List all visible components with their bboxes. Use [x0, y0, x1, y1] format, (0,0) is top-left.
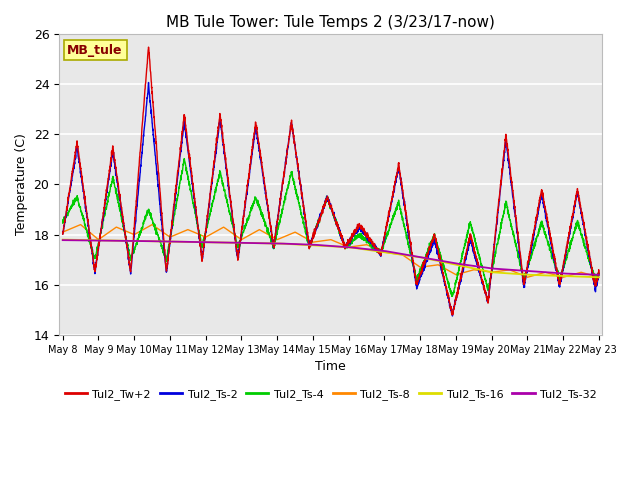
Tul2_Ts-8 — [527, 274, 534, 279]
Tul2_Tw+2 — [265, 208, 273, 214]
Legend: Tul2_Tw+2, Tul2_Ts-2, Tul2_Ts-4, Tul2_Ts-8, Tul2_Ts-16, Tul2_Ts-32: Tul2_Tw+2, Tul2_Ts-2, Tul2_Ts-4, Tul2_Ts… — [60, 385, 602, 405]
Tul2_Ts-2 — [152, 161, 160, 167]
Tul2_Ts-4 — [59, 220, 67, 226]
Y-axis label: Temperature (C): Temperature (C) — [15, 133, 28, 235]
Tul2_Ts-32 — [595, 272, 603, 277]
Tul2_Ts-32 — [152, 239, 159, 244]
Tul2_Ts-8 — [120, 228, 128, 233]
Tul2_Ts-8 — [77, 222, 84, 228]
Tul2_Ts-4 — [265, 231, 273, 237]
Tul2_Ts-16 — [288, 241, 296, 247]
Tul2_Ts-4 — [288, 170, 296, 176]
Title: MB Tule Tower: Tule Temps 2 (3/23/17-now): MB Tule Tower: Tule Temps 2 (3/23/17-now… — [166, 15, 495, 30]
Tul2_Ts-2 — [288, 121, 296, 127]
Line: Tul2_Ts-4: Tul2_Ts-4 — [63, 158, 599, 296]
Tul2_Ts-32 — [527, 268, 534, 274]
Tul2_Ts-4 — [527, 252, 535, 258]
Tul2_Tw+2 — [527, 243, 535, 249]
Tul2_Tw+2 — [152, 136, 160, 142]
Line: Tul2_Ts-16: Tul2_Ts-16 — [63, 240, 599, 277]
Tul2_Ts-16 — [59, 237, 67, 242]
Tul2_Tw+2 — [595, 270, 603, 276]
Tul2_Ts-2 — [59, 231, 67, 237]
Tul2_Ts-8 — [265, 232, 273, 238]
X-axis label: Time: Time — [316, 360, 346, 373]
Tul2_Ts-2 — [120, 222, 128, 228]
Tul2_Ts-2 — [145, 80, 152, 85]
Tul2_Tw+2 — [59, 231, 67, 237]
Tul2_Ts-4 — [585, 257, 593, 263]
Line: Tul2_Tw+2: Tul2_Tw+2 — [63, 47, 599, 315]
Tul2_Ts-4 — [595, 271, 603, 276]
Tul2_Ts-32 — [288, 241, 296, 247]
Line: Tul2_Ts-8: Tul2_Ts-8 — [63, 225, 599, 277]
Text: MB_tule: MB_tule — [67, 44, 123, 57]
Tul2_Ts-4 — [448, 293, 456, 299]
Tul2_Ts-32 — [264, 240, 272, 246]
Tul2_Ts-32 — [584, 272, 592, 277]
Tul2_Ts-2 — [527, 250, 535, 255]
Tul2_Ts-16 — [595, 275, 603, 280]
Tul2_Ts-2 — [595, 271, 603, 277]
Tul2_Ts-16 — [120, 238, 128, 243]
Tul2_Ts-2 — [585, 249, 593, 254]
Line: Tul2_Ts-32: Tul2_Ts-32 — [63, 240, 599, 275]
Tul2_Ts-32 — [59, 237, 67, 243]
Tul2_Ts-2 — [265, 210, 273, 216]
Tul2_Ts-8 — [59, 229, 67, 235]
Tul2_Ts-32 — [120, 238, 128, 244]
Tul2_Ts-8 — [288, 230, 296, 236]
Tul2_Ts-16 — [527, 272, 534, 278]
Tul2_Ts-16 — [264, 240, 272, 246]
Tul2_Ts-8 — [152, 224, 160, 230]
Tul2_Ts-4 — [180, 156, 188, 161]
Tul2_Ts-4 — [120, 227, 128, 233]
Tul2_Ts-16 — [584, 274, 592, 280]
Tul2_Tw+2 — [288, 122, 296, 128]
Tul2_Ts-8 — [595, 275, 603, 280]
Tul2_Tw+2 — [120, 224, 128, 229]
Tul2_Ts-4 — [152, 228, 159, 233]
Tul2_Ts-2 — [449, 313, 456, 319]
Tul2_Tw+2 — [449, 312, 456, 318]
Tul2_Ts-8 — [585, 272, 593, 277]
Tul2_Ts-16 — [152, 239, 159, 244]
Tul2_Tw+2 — [145, 44, 152, 50]
Line: Tul2_Ts-2: Tul2_Ts-2 — [63, 83, 599, 316]
Tul2_Tw+2 — [585, 248, 593, 253]
